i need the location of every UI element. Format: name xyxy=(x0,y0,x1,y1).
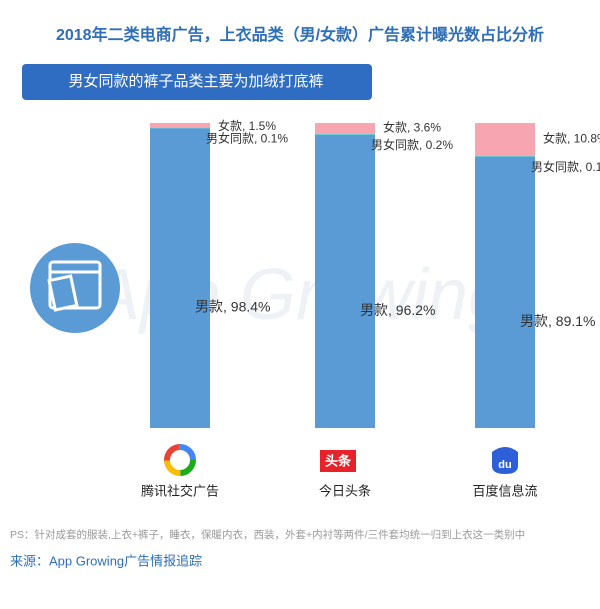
bar-segment xyxy=(475,156,535,428)
bar-segment xyxy=(150,123,210,128)
x-tick-label: 百度信息流 xyxy=(472,483,537,498)
bar-segment xyxy=(150,127,210,129)
chart-title: 2018年二类电商广告，上衣品类（男/女款）广告累计曝光数占比分析 xyxy=(56,25,544,44)
value-label: 女款, 1.5% xyxy=(218,118,276,133)
value-label: 女款, 10.8% xyxy=(543,131,600,146)
clothing-icon xyxy=(30,243,120,333)
value-label: 男款, 89.1% xyxy=(520,313,595,329)
bar-segment xyxy=(315,133,375,135)
bar-segment xyxy=(475,155,535,157)
subtitle: 男女同款的裤子品类主要为加绒打底裤 xyxy=(68,72,323,90)
baidu-logo xyxy=(492,447,518,474)
value-label: 男女同款, 0.1% xyxy=(206,131,288,146)
value-label: 女款, 3.6% xyxy=(383,120,441,135)
value-label: 男女同款, 0.1% xyxy=(531,159,600,174)
value-label: 男款, 98.4% xyxy=(195,299,270,315)
value-label: 男女同款, 0.2% xyxy=(371,137,453,152)
subtitle-banner xyxy=(22,64,372,100)
toutiao-logo-text: 头条 xyxy=(325,453,352,468)
bar-segment xyxy=(150,127,210,428)
source: 来源：App Growing广告情报追踪 xyxy=(10,553,202,568)
x-tick-label: 今日头条 xyxy=(319,483,371,498)
value-label: 男款, 96.2% xyxy=(360,302,435,318)
bar-segment xyxy=(315,123,375,134)
x-tick-label: 腾讯社交广告 xyxy=(141,483,219,498)
bar-segment xyxy=(315,134,375,428)
toutiao-logo xyxy=(320,450,356,472)
bar-segment xyxy=(475,123,535,156)
tencent-logo xyxy=(164,444,196,476)
note: PS：针对成套的服装,上衣+裤子，睡衣，保暖内衣，西装，外套+内衬等两件/三件套… xyxy=(10,528,525,541)
baidu-logo-text: du xyxy=(498,459,511,471)
